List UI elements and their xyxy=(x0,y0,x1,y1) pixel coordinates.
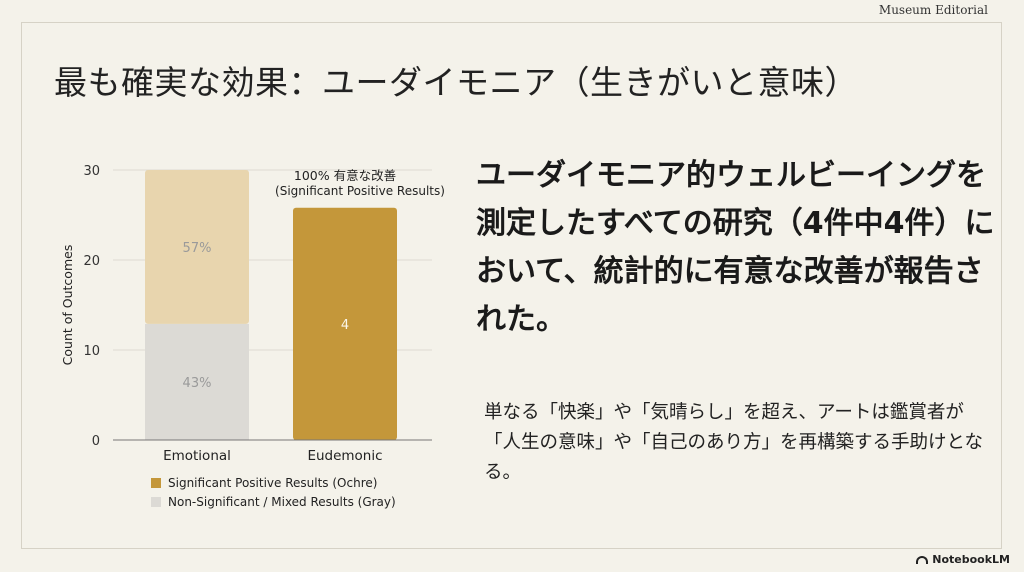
x-tick-label: Emotional xyxy=(163,448,231,464)
brand-logo: NotebookLM xyxy=(916,553,1010,566)
slide-title: 最も確実な効果：ユーダイモニア（生きがいと意味） xyxy=(54,63,858,102)
bar-segment xyxy=(293,207,397,440)
x-tick-label: Eudemonic xyxy=(307,448,382,464)
headline-text: ユーダイモニア的ウェルビーイングを測定したすべての研究（4件中4件）において、統… xyxy=(476,158,995,337)
legend-swatch xyxy=(151,478,161,488)
brand-label: NotebookLM xyxy=(932,553,1010,566)
annotation-line-1: 100% 有意な改善 xyxy=(294,168,396,183)
bar-segment xyxy=(145,170,249,324)
legend-swatch xyxy=(151,497,161,507)
corner-tag: Museum Editorial xyxy=(874,2,992,18)
slide-frame xyxy=(21,22,1002,549)
y-axis-label: Count of Outcomes xyxy=(60,245,75,366)
bar-value-label: 43% xyxy=(183,376,212,391)
bar-value-label: 57% xyxy=(183,241,212,256)
legend-label: Non-Significant / Mixed Results (Gray) xyxy=(168,495,396,509)
bar-value-label: 4 xyxy=(341,318,349,333)
body-text: 単なる「快楽」や「気晴らし」を超え、アートは鑑賞者が「人生の意味」や「自己のあり… xyxy=(484,402,983,483)
y-tick-label: 0 xyxy=(92,434,100,449)
y-tick-label: 30 xyxy=(83,164,100,179)
bar-segment xyxy=(145,323,249,440)
legend-label: Significant Positive Results (Ochre) xyxy=(168,476,377,490)
y-tick-label: 20 xyxy=(83,254,100,269)
notebooklm-icon xyxy=(916,555,929,564)
annotation-line-2: (Significant Positive Results) xyxy=(275,184,445,198)
y-tick-label: 10 xyxy=(83,344,100,359)
